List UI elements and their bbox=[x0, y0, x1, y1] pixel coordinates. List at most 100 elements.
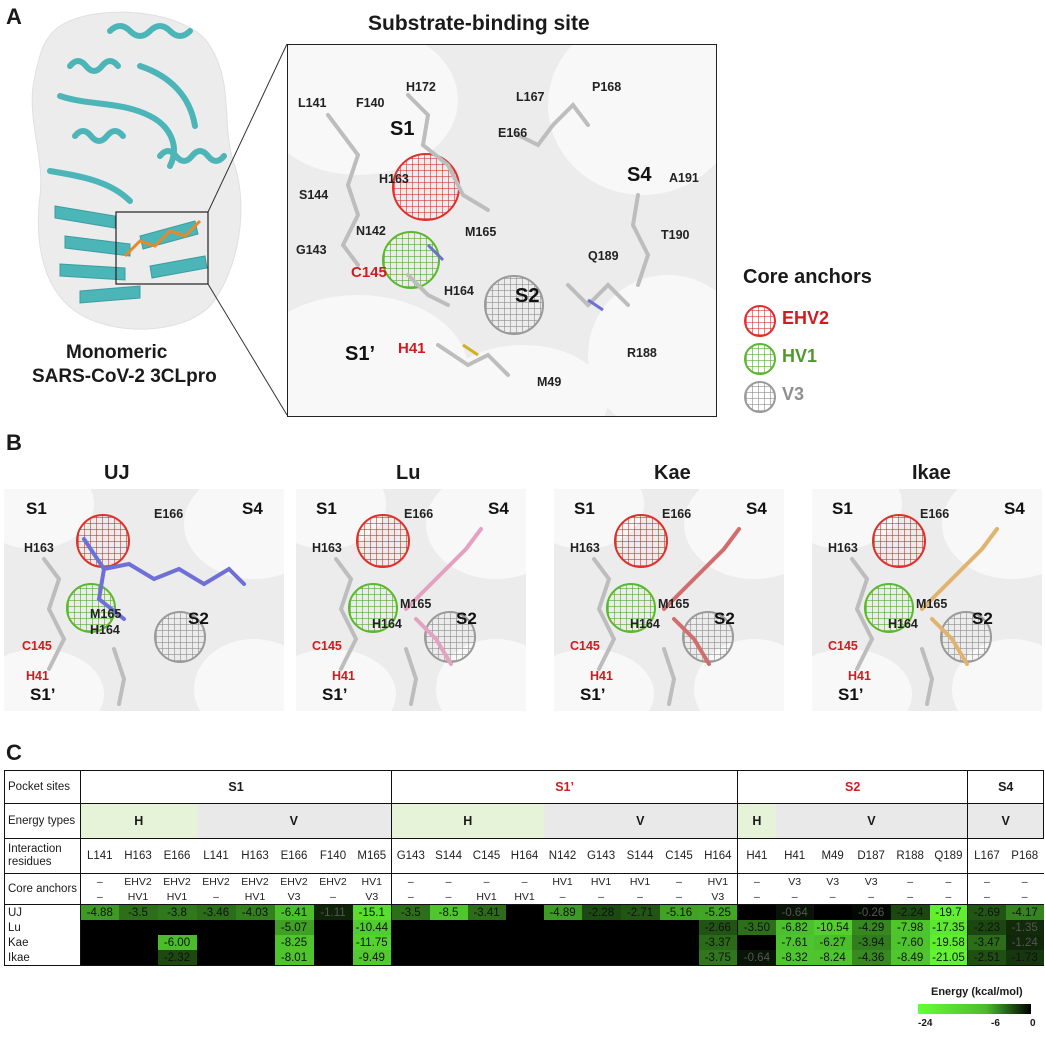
anchor-hv1-sphere bbox=[606, 583, 656, 633]
energy-cell: -4.88 bbox=[80, 904, 119, 920]
residue-header: N142 bbox=[548, 850, 577, 862]
anchor-cell: HV1 bbox=[543, 873, 582, 889]
res-label: H172 bbox=[406, 80, 436, 94]
residue-header: G143 bbox=[396, 850, 425, 862]
energy-cell bbox=[659, 950, 699, 966]
res-label: M49 bbox=[537, 375, 562, 389]
energy-cell: -10.44 bbox=[352, 920, 393, 935]
energy-cell bbox=[505, 904, 544, 920]
energy-cell: -9.49 bbox=[352, 950, 393, 966]
ligand-label-h164: H164 bbox=[90, 623, 120, 637]
anchor-cell: – bbox=[791, 890, 798, 903]
ligand-label-s1: S1 bbox=[26, 499, 47, 518]
anchor-cell: V3 bbox=[775, 873, 814, 889]
ligand-title: Kae bbox=[654, 462, 691, 484]
ligand-label-c145: C145 bbox=[22, 639, 52, 653]
energy-cell bbox=[737, 904, 776, 920]
residue-header: E166 bbox=[163, 850, 191, 862]
energy-cell bbox=[196, 935, 236, 950]
energy-cell bbox=[157, 920, 197, 935]
legend-ehv2-label: EHV2 bbox=[782, 308, 830, 328]
energy-cell: -2.51 bbox=[967, 950, 1006, 966]
residue-header: H163 bbox=[241, 850, 269, 862]
energy-cell: -19.58 bbox=[929, 935, 969, 950]
anchor-hv1-sphere bbox=[66, 583, 116, 633]
anchor-v3-sphere bbox=[940, 611, 992, 663]
energy-cell: -1.24 bbox=[1005, 935, 1044, 950]
residue-header: M165 bbox=[352, 838, 393, 874]
zoom-connector-lines bbox=[207, 43, 288, 416]
residue-header: S144 bbox=[626, 850, 654, 862]
panel-letter-a: A bbox=[6, 4, 22, 29]
panel-letter-b: B bbox=[6, 430, 22, 455]
energy-cell: -6.27 bbox=[813, 935, 852, 950]
energy-cell: -0.64 bbox=[775, 904, 814, 920]
residue-header: H164 bbox=[510, 850, 539, 862]
energy-cell bbox=[118, 950, 158, 966]
energy-type-header: V bbox=[543, 803, 739, 839]
ligand-label-h163: H163 bbox=[570, 541, 600, 555]
ligand-label-s4: S4 bbox=[746, 499, 767, 518]
ligand-label-h41: H41 bbox=[332, 669, 355, 683]
energy-cell bbox=[813, 904, 852, 920]
energy-cell: -3.46 bbox=[196, 904, 236, 920]
anchor-ehv2-sphere bbox=[872, 514, 926, 568]
res-label: Q189 bbox=[588, 249, 619, 263]
residue-header: C145 bbox=[665, 850, 693, 862]
anchor-cell: – bbox=[391, 873, 430, 889]
pocket-site-header: S2 bbox=[737, 770, 969, 804]
energy-cell bbox=[118, 935, 158, 950]
energy-cell: -2.71 bbox=[620, 904, 660, 920]
energy-cell bbox=[505, 935, 544, 950]
site-label-s2: S2 bbox=[515, 285, 540, 307]
energy-cell: -6.41 bbox=[274, 904, 314, 920]
ligand-sticks bbox=[334, 527, 483, 706]
legend-v3-icon bbox=[744, 381, 776, 413]
anchor-ehv2-sphere bbox=[356, 514, 410, 568]
energy-cell bbox=[429, 935, 468, 950]
energy-cell: -0.26 bbox=[851, 904, 891, 920]
energy-cell: -2.69 bbox=[967, 904, 1006, 920]
ligand-sticks bbox=[592, 527, 741, 706]
anchor-cell: V3 bbox=[851, 873, 891, 889]
ligand-label-s1: S1 bbox=[316, 499, 337, 518]
ligand-label-e166: E166 bbox=[662, 507, 692, 521]
energy-cell bbox=[391, 950, 430, 966]
anchor-cell: – bbox=[1021, 890, 1028, 903]
residue-header: L141 bbox=[86, 850, 113, 862]
residue-header: M49 bbox=[821, 850, 844, 862]
residue-header: L141 bbox=[203, 850, 229, 862]
energy-cell: -2.32 bbox=[157, 950, 197, 966]
binding-site-surface bbox=[287, 44, 717, 417]
residue-header: H163 bbox=[124, 850, 152, 862]
residue-header: Q189 bbox=[929, 838, 969, 874]
energy-cell bbox=[80, 950, 119, 966]
data-row-name: Kae bbox=[4, 935, 81, 950]
energy-cell bbox=[313, 920, 353, 935]
residue-header: H41 bbox=[746, 850, 768, 862]
pocket-site-header: S1 bbox=[80, 770, 393, 804]
ligand-label-h163: H163 bbox=[24, 541, 54, 555]
anchor-cell: – bbox=[80, 873, 119, 889]
res-label: R188 bbox=[627, 346, 657, 360]
ligand-label-s4: S4 bbox=[242, 499, 263, 518]
res-label: H164 bbox=[444, 284, 474, 298]
residue-header: D187 bbox=[857, 850, 885, 862]
anchor-cell: – bbox=[213, 890, 219, 903]
energy-cell: -2.23 bbox=[967, 920, 1006, 935]
anchor-cell: – bbox=[429, 873, 468, 889]
anchor-cell: – bbox=[929, 889, 969, 905]
residue-header: R188 bbox=[896, 850, 924, 862]
energy-cell: -8.01 bbox=[274, 950, 314, 966]
protein-label-line1: Monomeric bbox=[66, 342, 168, 363]
data-row-name: Ikae bbox=[4, 950, 81, 966]
res-label: H163 bbox=[379, 172, 409, 186]
legend-ehv2-icon bbox=[744, 305, 776, 337]
energy-cell bbox=[659, 935, 699, 950]
energy-cell: -4.89 bbox=[543, 904, 582, 920]
energy-type-header: V bbox=[775, 803, 969, 839]
energy-cell bbox=[543, 950, 582, 966]
energy-cell: -3.75 bbox=[698, 950, 739, 966]
ligand-label-e166: E166 bbox=[154, 507, 184, 521]
energy-cell bbox=[80, 920, 119, 935]
